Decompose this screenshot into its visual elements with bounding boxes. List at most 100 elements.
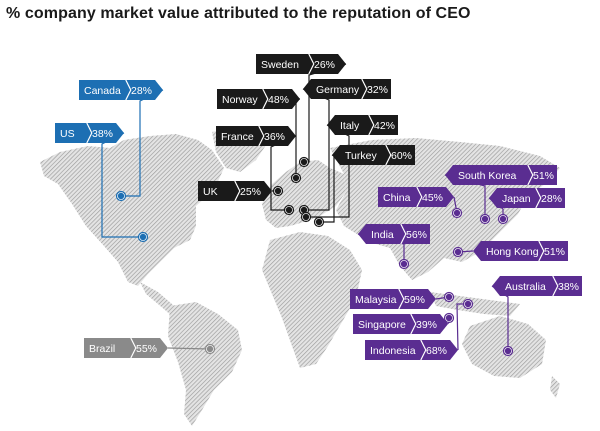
callout-south-korea: South Korea 51%	[444, 164, 557, 225]
callout-india: India 56%	[357, 223, 430, 270]
marker-india	[400, 260, 408, 268]
marker-sweden	[300, 158, 308, 166]
country-value-canada: 28%	[131, 85, 152, 97]
marker-singapore	[445, 314, 453, 322]
north-america-landmass	[40, 134, 224, 286]
label-separator-germany	[361, 78, 368, 100]
callout-germany: Germany 32%	[298, 78, 391, 216]
label-tag-norway	[217, 89, 300, 109]
marker-uk	[274, 187, 282, 195]
country-value-italy: 42%	[374, 120, 395, 132]
country-callouts: Canada 28% US 38% Brazil 55% Sweden 26% Norway 48…	[55, 53, 582, 361]
label-tag-france	[216, 126, 296, 146]
marker-brazil	[206, 345, 214, 353]
callout-japan: Japan 28%	[488, 187, 565, 225]
label-tag-sweden	[256, 54, 346, 74]
marker-japan	[499, 215, 507, 223]
callout-sweden: Sweden 26%	[256, 53, 347, 168]
marker-germany	[300, 206, 308, 214]
country-name-japan: Japan	[502, 193, 531, 205]
callout-singapore: Singapore 39%	[353, 312, 455, 335]
marker-italy	[302, 213, 310, 221]
country-value-australia: 38%	[558, 281, 579, 293]
country-value-japan: 28%	[541, 193, 562, 205]
label-separator-singapore	[410, 313, 417, 335]
country-name-canada: Canada	[84, 85, 121, 97]
callout-indonesia: Indonesia 68%	[365, 298, 474, 361]
label-separator-turkey	[385, 144, 392, 166]
country-name-malaysia: Malaysia	[355, 294, 397, 306]
country-name-indonesia: Indonesia	[370, 345, 416, 357]
marker-norway	[292, 174, 300, 182]
callout-norway: Norway 48%	[217, 88, 302, 184]
country-name-france: France	[221, 131, 254, 143]
country-name-us: US	[60, 128, 75, 140]
callout-hong-kong: Hong Kong 51%	[452, 240, 568, 262]
country-value-singapore: 39%	[416, 319, 437, 331]
callout-france: France 36%	[216, 125, 297, 216]
label-separator-australia	[552, 275, 559, 297]
leader-line-brazil	[167, 347, 211, 350]
marker-france	[285, 206, 293, 214]
label-separator-canada	[125, 79, 132, 101]
label-separator-italy	[368, 114, 375, 136]
country-value-us: 38%	[92, 128, 113, 140]
marker-china	[453, 209, 461, 217]
callout-brazil: Brazil 55%	[84, 337, 216, 359]
label-separator-uk	[234, 180, 241, 202]
country-value-brazil: 55%	[136, 343, 157, 355]
marker-hong-kong	[454, 248, 462, 256]
callout-australia: Australia 38%	[491, 275, 582, 357]
country-name-sweden: Sweden	[261, 59, 299, 71]
label-separator-hong-kong	[538, 240, 545, 262]
label-tag-us	[55, 123, 124, 143]
label-separator-norway	[262, 88, 269, 110]
callout-malaysia: Malaysia 59%	[350, 288, 455, 310]
marker-canada	[117, 192, 125, 200]
europe-landmass	[262, 160, 346, 228]
label-tag-turkey	[332, 145, 415, 165]
label-separator-china	[416, 186, 423, 208]
callout-us: US 38%	[55, 122, 149, 243]
label-separator-sweden	[308, 53, 315, 75]
country-value-norway: 48%	[268, 94, 289, 106]
country-value-uk: 25%	[240, 186, 261, 198]
country-value-germany: 32%	[367, 84, 388, 96]
callout-italy: Italy 42%	[300, 114, 398, 223]
country-value-turkey: 60%	[391, 150, 412, 162]
country-value-india: 56%	[406, 229, 427, 241]
label-tag-hong-kong	[473, 241, 568, 261]
country-name-south-korea: South Korea	[458, 170, 517, 182]
label-separator-malaysia	[398, 288, 405, 310]
label-separator-indonesia	[420, 339, 427, 361]
country-name-uk: UK	[203, 186, 218, 198]
marker-us	[139, 233, 147, 241]
marker-malaysia	[445, 293, 453, 301]
south-america-landmass	[168, 302, 242, 426]
label-tag-japan	[489, 188, 565, 208]
label-tag-singapore	[353, 314, 448, 334]
country-name-germany: Germany	[316, 84, 360, 96]
country-value-china: 45%	[422, 192, 443, 204]
label-tag-malaysia	[350, 289, 436, 309]
callout-canada: Canada 28%	[79, 79, 164, 202]
country-name-india: India	[371, 229, 394, 241]
country-name-turkey: Turkey	[345, 150, 377, 162]
label-tag-south-korea	[445, 165, 557, 185]
label-separator-south-korea	[527, 164, 534, 186]
country-name-hong-kong: Hong Kong	[486, 246, 539, 258]
new-zealand-landmass	[550, 376, 560, 398]
label-tag-canada	[79, 80, 163, 100]
country-value-indonesia: 68%	[426, 345, 447, 357]
marker-australia	[504, 347, 512, 355]
country-value-malaysia: 59%	[404, 294, 425, 306]
country-value-south-korea: 51%	[533, 170, 554, 182]
country-name-italy: Italy	[340, 120, 360, 132]
label-separator-france	[258, 125, 265, 147]
country-name-norway: Norway	[222, 94, 258, 106]
label-separator-us	[86, 122, 93, 144]
country-value-sweden: 26%	[314, 59, 335, 71]
chart-title: % company market value attributed to the…	[6, 5, 471, 22]
label-tag-italy	[327, 115, 398, 135]
